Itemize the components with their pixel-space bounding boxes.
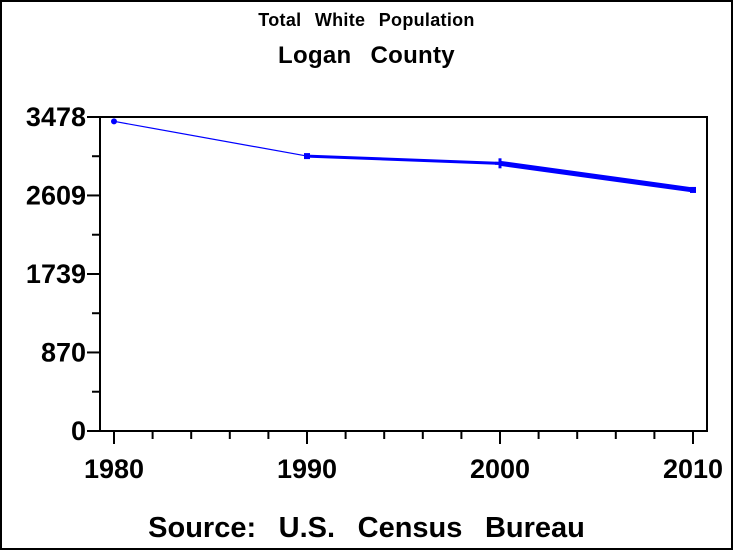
x-tick-label: 1980 (84, 454, 144, 484)
data-point-1980 (111, 118, 117, 125)
chart-title: Total White Population (258, 10, 475, 30)
y-tick-label: 3478 (26, 102, 86, 132)
y-tick-label: 0 (71, 416, 86, 446)
series-segment-2000-2010 (499, 160, 694, 193)
series-segment-1980-1990 (113, 120, 308, 157)
y-tick-label: 1739 (26, 259, 86, 289)
x-tick-label: 1990 (277, 454, 337, 484)
data-point-2010 (690, 186, 696, 193)
chart-subtitle: Logan County (278, 42, 455, 69)
data-point-1990 (304, 153, 310, 160)
x-tick-label: 2000 (470, 454, 530, 484)
data-point-2000-vbar (498, 158, 502, 169)
y-tick-label: 2609 (26, 180, 86, 210)
x-tick-label: 2010 (663, 454, 723, 484)
source-note: Source: U.S. Census Bureau (148, 512, 585, 544)
y-tick-label: 870 (41, 337, 86, 367)
series-segment-1990-2000 (306, 154, 501, 165)
plot-frame (99, 116, 708, 432)
